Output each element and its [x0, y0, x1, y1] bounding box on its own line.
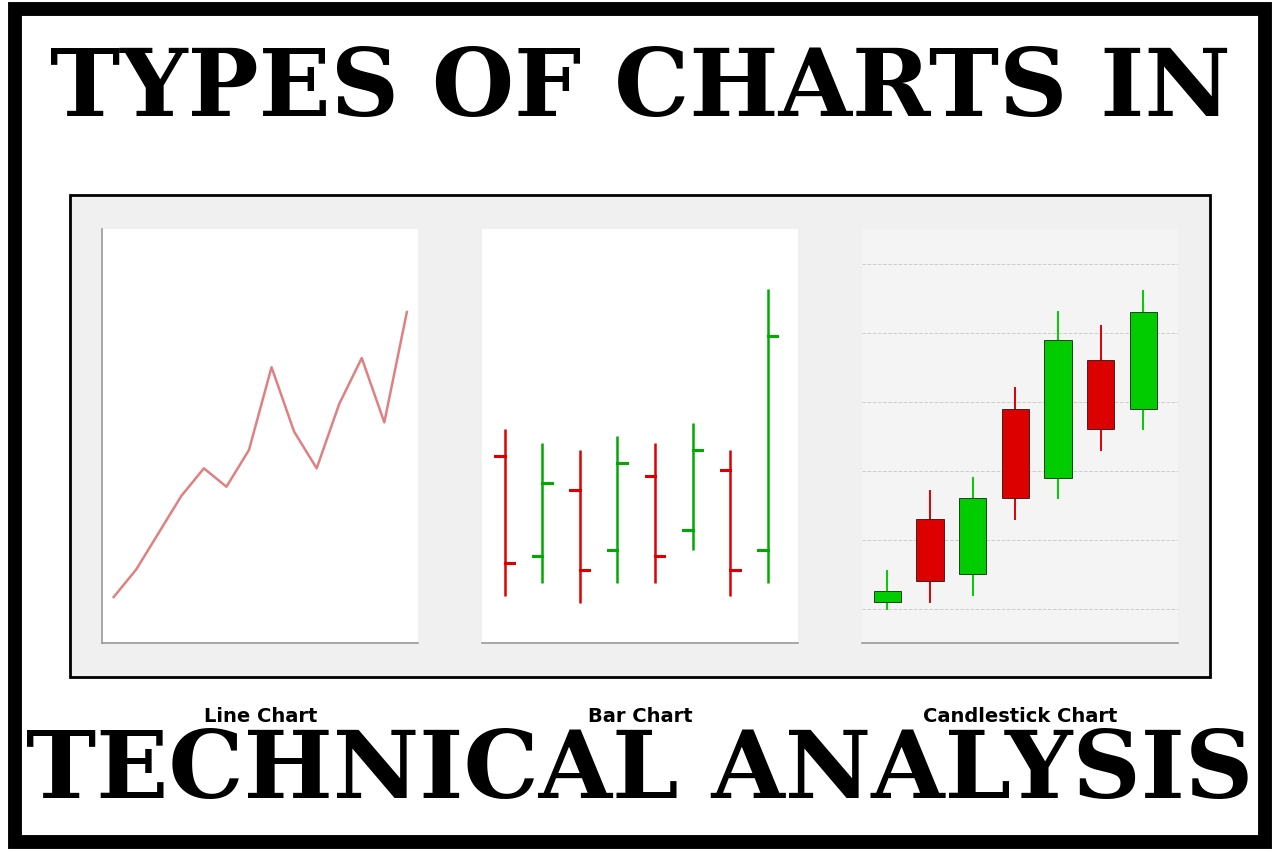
Text: Line Chart: Line Chart: [204, 706, 317, 725]
Bar: [874, 591, 901, 602]
Bar: [1002, 409, 1029, 498]
Text: Candlestick Chart: Candlestick Chart: [923, 706, 1117, 725]
Bar: [959, 498, 987, 574]
Bar: [1130, 313, 1157, 409]
Text: Bar Chart: Bar Chart: [588, 706, 692, 725]
Text: TYPES OF CHARTS IN: TYPES OF CHARTS IN: [50, 44, 1230, 135]
Text: TECHNICAL ANALYSIS: TECHNICAL ANALYSIS: [27, 726, 1253, 816]
Bar: [916, 520, 943, 581]
Bar: [1087, 361, 1115, 429]
Bar: [1044, 340, 1071, 478]
